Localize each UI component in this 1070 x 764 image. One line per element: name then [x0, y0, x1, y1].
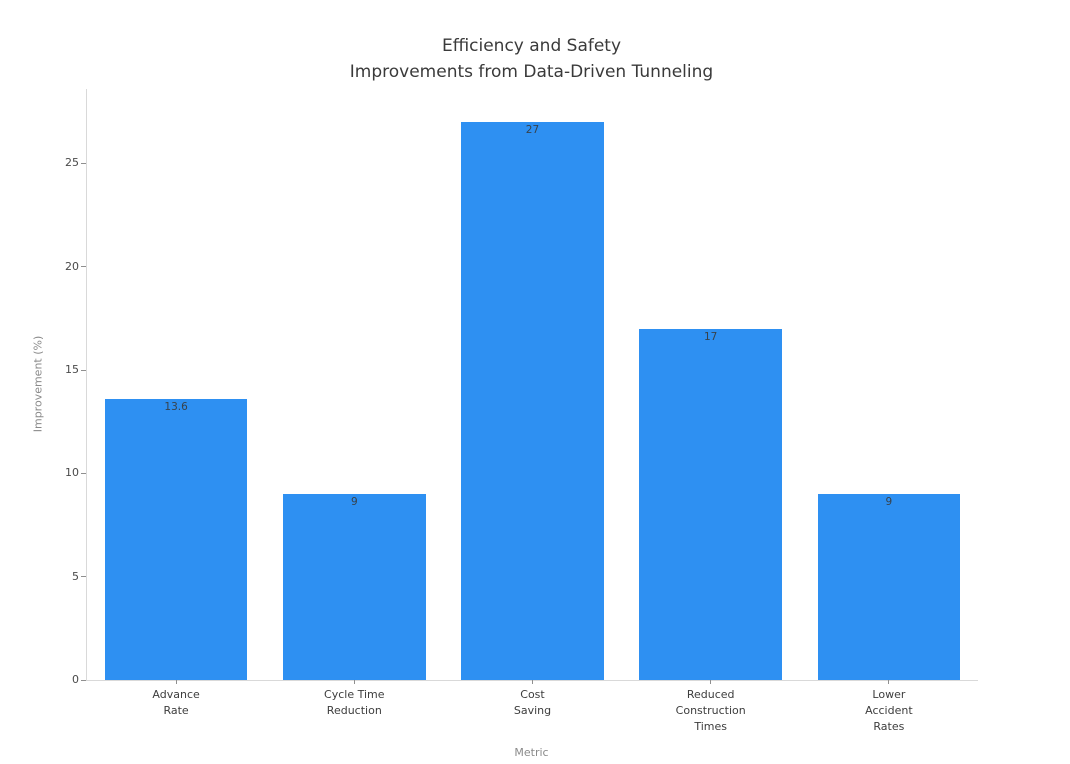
x-tick-mark — [532, 680, 533, 684]
bar-cost-saving: 27 — [461, 122, 604, 680]
y-tick-mark — [81, 369, 86, 371]
y-tick-label: 0 — [72, 673, 79, 686]
y-tick-mark — [81, 576, 86, 578]
x-tick-label-cycle-time-reduction: Cycle Time Reduction — [324, 688, 385, 717]
x-tick-mark — [353, 680, 355, 684]
x-tick-label-lower-accident-rates: Lower Accident Rates — [865, 688, 913, 733]
x-tick-mark — [710, 680, 712, 684]
x-tick-mark — [888, 680, 890, 684]
bar-value-label: 27 — [525, 124, 540, 137]
x-tick-label-advance-rate: Advance Rate — [152, 688, 200, 717]
bar-advance-rate: 13.6 — [104, 398, 248, 680]
chart-title: Efficiency and Safety Improvements from … — [349, 36, 714, 82]
bar-value-label: 9 — [350, 496, 358, 509]
x-tick-mark — [175, 680, 177, 684]
y-axis-title: Improvement (%) — [31, 335, 45, 433]
bar-lower-accident-rates: 9 — [817, 494, 961, 680]
plot-area: 0 5 10 15 20 25 13.6 Advance Rate 9 Cycle Time Re… — [65, 89, 978, 733]
y-tick-mark — [81, 679, 86, 681]
y-tick-mark — [81, 266, 86, 268]
y-tick-mark — [81, 472, 86, 474]
y-tick-label: 25 — [65, 156, 79, 170]
y-tick-label: 5 — [72, 569, 79, 583]
y-tick-label: 20 — [65, 259, 79, 273]
bar-cycle-time-reduction: 9 — [283, 494, 426, 680]
x-tick-label-cost-saving: Cost Saving — [513, 688, 552, 717]
bar-value-label: 9 — [885, 496, 893, 509]
bar-value-label: 13.6 — [164, 400, 188, 413]
bar-value-label: 17 — [703, 330, 718, 343]
x-tick-label-reduced-construction-times: Reduced Construction Times — [675, 688, 746, 733]
bar-reduced-construction-times: 17 — [639, 328, 782, 680]
y-tick-label: 10 — [65, 466, 79, 480]
y-tick-mark — [81, 162, 86, 164]
x-axis-title: Metric — [514, 746, 549, 759]
y-tick-label: 15 — [65, 363, 79, 377]
